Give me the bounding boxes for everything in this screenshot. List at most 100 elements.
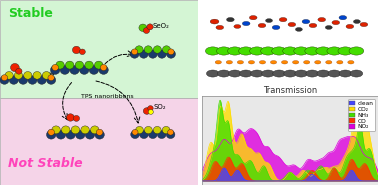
Circle shape	[148, 106, 153, 111]
Circle shape	[258, 23, 266, 28]
Circle shape	[339, 16, 347, 20]
Circle shape	[149, 130, 157, 139]
Circle shape	[100, 64, 107, 71]
Circle shape	[282, 60, 288, 64]
Circle shape	[327, 47, 342, 55]
Circle shape	[309, 23, 317, 28]
Circle shape	[9, 76, 18, 84]
Text: Stable: Stable	[8, 7, 53, 20]
Circle shape	[60, 65, 70, 74]
Circle shape	[132, 130, 138, 135]
Circle shape	[239, 47, 253, 55]
Circle shape	[135, 46, 143, 53]
Circle shape	[248, 60, 255, 64]
Circle shape	[157, 130, 166, 139]
Circle shape	[90, 126, 99, 134]
Circle shape	[167, 50, 175, 58]
Circle shape	[318, 17, 325, 22]
Circle shape	[66, 130, 75, 139]
Circle shape	[79, 49, 85, 55]
Circle shape	[314, 60, 321, 64]
Circle shape	[217, 70, 230, 77]
Circle shape	[11, 63, 19, 72]
Circle shape	[81, 126, 89, 134]
Circle shape	[163, 46, 170, 53]
Circle shape	[28, 76, 37, 84]
Circle shape	[284, 70, 296, 77]
Circle shape	[240, 70, 252, 77]
Circle shape	[73, 115, 80, 121]
Circle shape	[206, 70, 219, 77]
Circle shape	[148, 110, 153, 114]
Circle shape	[306, 70, 319, 77]
Circle shape	[229, 70, 241, 77]
Circle shape	[1, 75, 8, 81]
Circle shape	[168, 49, 174, 55]
Circle shape	[153, 46, 161, 53]
Circle shape	[79, 65, 89, 74]
Circle shape	[288, 22, 296, 27]
Circle shape	[144, 126, 152, 134]
Circle shape	[270, 60, 277, 64]
Circle shape	[48, 129, 54, 135]
Circle shape	[94, 61, 103, 69]
Circle shape	[325, 60, 332, 64]
Circle shape	[143, 108, 150, 114]
Circle shape	[167, 130, 174, 135]
Circle shape	[132, 49, 138, 55]
Circle shape	[279, 17, 287, 22]
Circle shape	[325, 26, 332, 29]
Circle shape	[62, 126, 70, 134]
Circle shape	[96, 129, 103, 135]
Circle shape	[70, 65, 79, 74]
Circle shape	[272, 25, 280, 30]
Circle shape	[328, 70, 341, 77]
Circle shape	[353, 20, 360, 23]
Circle shape	[166, 130, 175, 139]
Text: SeO₂: SeO₂	[153, 23, 170, 29]
Circle shape	[228, 47, 242, 55]
Circle shape	[305, 47, 319, 55]
Circle shape	[0, 76, 9, 84]
Circle shape	[295, 70, 307, 77]
Circle shape	[237, 60, 243, 64]
Circle shape	[136, 126, 143, 134]
Circle shape	[249, 47, 264, 55]
Circle shape	[19, 76, 28, 84]
Circle shape	[130, 50, 139, 58]
Text: SO₂: SO₂	[154, 104, 166, 110]
Circle shape	[259, 60, 266, 64]
Circle shape	[143, 28, 150, 33]
Circle shape	[337, 60, 343, 64]
Circle shape	[304, 60, 310, 64]
Circle shape	[283, 47, 297, 55]
Circle shape	[234, 24, 241, 28]
Circle shape	[265, 19, 273, 23]
Circle shape	[144, 46, 152, 53]
Circle shape	[346, 24, 354, 29]
Circle shape	[339, 70, 352, 77]
Text: TPS nanoribbons: TPS nanoribbons	[81, 94, 133, 99]
Circle shape	[226, 60, 232, 64]
Bar	[0, 0, 198, 98]
Circle shape	[42, 72, 51, 79]
Circle shape	[153, 126, 161, 134]
Circle shape	[251, 70, 263, 77]
Circle shape	[131, 130, 139, 139]
Text: Not Stable: Not Stable	[8, 157, 82, 170]
Circle shape	[148, 50, 157, 58]
Circle shape	[24, 72, 32, 79]
Bar	[0, 98, 198, 185]
Circle shape	[75, 61, 84, 69]
Circle shape	[158, 50, 166, 58]
Circle shape	[37, 76, 46, 84]
Circle shape	[89, 65, 99, 74]
Circle shape	[162, 126, 170, 134]
Circle shape	[95, 130, 104, 139]
Circle shape	[205, 47, 220, 55]
Circle shape	[349, 47, 364, 55]
Circle shape	[210, 19, 219, 24]
Circle shape	[76, 130, 85, 139]
Circle shape	[139, 50, 148, 58]
Circle shape	[65, 61, 74, 69]
